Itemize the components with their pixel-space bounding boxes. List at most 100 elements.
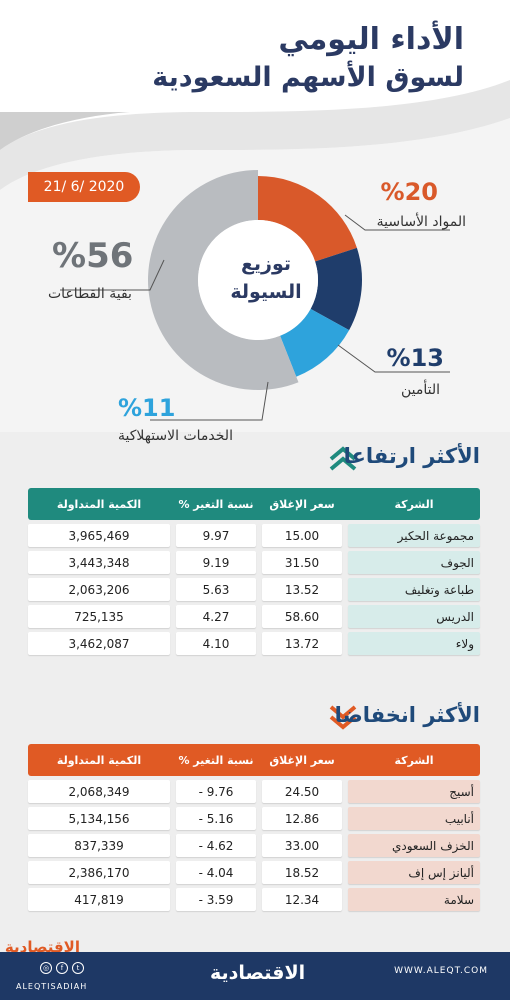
slice-label-other-sectors: بقية القطاعات [48, 286, 132, 302]
slice-label-insurance: التأمين [400, 382, 440, 398]
volume-cell: 3,443,348 [28, 551, 170, 574]
donut-center-line-2: السيولة [230, 281, 302, 303]
donut-slice-insurance [310, 247, 362, 331]
title-line-1: الأداء اليومي [278, 22, 464, 57]
company-cell: الجوف [348, 551, 480, 574]
close-price-cell: 31.50 [262, 551, 342, 574]
volume-cell: 3,462,087 [28, 632, 170, 655]
volume-cell: 2,386,170 [28, 861, 170, 884]
slice-label-basic-materials: المواد الأساسية [376, 214, 466, 230]
volume-cell: 3,965,469 [28, 524, 170, 547]
col-company: الشركة [394, 753, 434, 767]
col-volume: الكمية المتداولة [56, 753, 142, 767]
table-row: ولاء 13.72 4.10 3,462,087 [28, 632, 480, 655]
change-pct-cell: 9.97 [176, 524, 256, 547]
change-pct-cell: 5.16 - [176, 807, 256, 830]
infographic-header: الأداء اليومي لسوق الأسهم السعودية 21/ 6… [0, 0, 510, 432]
twitter-icon[interactable]: t [72, 962, 84, 974]
change-pct-cell: 4.27 [176, 605, 256, 628]
losers-rows: أسيج 24.50 9.76 - 2,068,349 أنابيب 12.86 5.16 … [28, 780, 480, 911]
change-pct-cell: 4.10 [176, 632, 256, 655]
slice-pct-basic-materials: %20 [380, 178, 438, 206]
table-row: طباعة وتغليف 13.52 5.63 2,063,206 [28, 578, 480, 601]
company-cell: الخزف السعودي [348, 834, 480, 857]
close-price-cell: 58.60 [262, 605, 342, 628]
close-price-cell: 24.50 [262, 780, 342, 803]
title-line-2: لسوق الأسهم السعودية [152, 62, 464, 93]
header-background [0, 0, 510, 190]
company-cell: أسيج [348, 780, 480, 803]
company-cell: مجموعة الحكير [348, 524, 480, 547]
company-cell: طباعة وتغليف [348, 578, 480, 601]
losers-table-header: الشركة سعر الإغلاق نسبة التغير % الكمية … [28, 744, 480, 776]
brand-logo: الاقتصادية [210, 962, 306, 984]
donut-slice-other-sectors [148, 170, 299, 390]
social-handle: ALEQTISADIAH [16, 982, 88, 991]
brand-logo-small: الاقتصادية [4, 938, 80, 956]
volume-cell: 417,819 [28, 888, 170, 911]
close-price-cell: 13.52 [262, 578, 342, 601]
company-cell: سلامة [348, 888, 480, 911]
footer-bar [0, 952, 510, 1000]
table-row: الخزف السعودي 33.00 4.62 - 837,339 [28, 834, 480, 857]
table-row: مجموعة الحكير 15.00 9.97 3,965,469 [28, 524, 480, 547]
close-price-cell: 18.52 [262, 861, 342, 884]
close-price-cell: 12.34 [262, 888, 342, 911]
liquidity-donut-chart [60, 170, 450, 421]
down-chevron-icon [329, 705, 357, 730]
company-cell: ولاء [348, 632, 480, 655]
donut-center-label: توزيع السيولة [210, 250, 322, 306]
website-link[interactable]: WWW.ALEQT.COM [394, 966, 488, 976]
table-row: أنابيب 12.86 5.16 - 5,134,156 [28, 807, 480, 830]
losers-table: الشركة سعر الإغلاق نسبة التغير % الكمية … [28, 744, 480, 911]
up-chevron-icon [329, 446, 357, 471]
table-row: الجوف 31.50 9.19 3,443,348 [28, 551, 480, 574]
col-company: الشركة [394, 497, 434, 511]
social-icons: ◎ f t [40, 962, 84, 974]
col-volume: الكمية المتداولة [56, 497, 142, 511]
leader-line [344, 214, 450, 231]
date-badge: 21/ 6/ 2020 [28, 172, 140, 202]
volume-cell: 837,339 [28, 834, 170, 857]
donut-slice-consumer-services [280, 308, 350, 377]
gainers-rows: مجموعة الحكير 15.00 9.97 3,965,469 الجوف 31.5… [28, 524, 480, 655]
gainers-table-header: الشركة سعر الإغلاق نسبة التغير % الكمية … [28, 488, 480, 520]
close-price-cell: 33.00 [262, 834, 342, 857]
table-row: أسيج 24.50 9.76 - 2,068,349 [28, 780, 480, 803]
donut-slice-basic-materials [258, 176, 357, 262]
table-row: أليانز إس إف 18.52 4.04 - 2,386,170 [28, 861, 480, 884]
volume-cell: 725,135 [28, 605, 170, 628]
donut-center-line-1: توزيع [240, 253, 292, 275]
change-pct-cell: 4.62 - [176, 834, 256, 857]
facebook-icon[interactable]: f [56, 962, 68, 974]
losers-heading: الأكثر انخفاضا [334, 703, 480, 727]
volume-cell: 5,134,156 [28, 807, 170, 830]
change-pct-cell: 9.76 - [176, 780, 256, 803]
company-cell: أنابيب [348, 807, 480, 830]
change-pct-cell: 3.59 - [176, 888, 256, 911]
change-pct-cell: 9.19 [176, 551, 256, 574]
company-cell: الدريس [348, 605, 480, 628]
leader-line [337, 344, 450, 373]
close-price-cell: 12.86 [262, 807, 342, 830]
gainers-table: الشركة سعر الإغلاق نسبة التغير % الكمية … [28, 488, 480, 655]
col-close-price: سعر الإغلاق [269, 753, 335, 767]
table-row: الدريس 58.60 4.27 725,135 [28, 605, 480, 628]
table-row: سلامة 12.34 3.59 - 417,819 [28, 888, 480, 911]
slice-pct-insurance: %13 [386, 344, 444, 372]
col-close-price: سعر الإغلاق [269, 497, 335, 511]
close-price-cell: 13.72 [262, 632, 342, 655]
slice-label-consumer-services-outer: الخدمات الاستهلاكية [118, 428, 233, 444]
donut-hole [198, 220, 318, 340]
change-pct-cell: 4.04 - [176, 861, 256, 884]
company-cell: أليانز إس إف [348, 861, 480, 884]
gainers-heading: الأكثر ارتفاعا [343, 444, 480, 468]
slice-pct-consumer-services: %11 [118, 394, 176, 422]
leader-line [60, 259, 165, 291]
volume-cell: 2,063,206 [28, 578, 170, 601]
leader-line [150, 381, 269, 421]
instagram-icon[interactable]: ◎ [40, 962, 52, 974]
col-change-pct: نسبة التغير % [178, 753, 254, 767]
volume-cell: 2,068,349 [28, 780, 170, 803]
close-price-cell: 15.00 [262, 524, 342, 547]
